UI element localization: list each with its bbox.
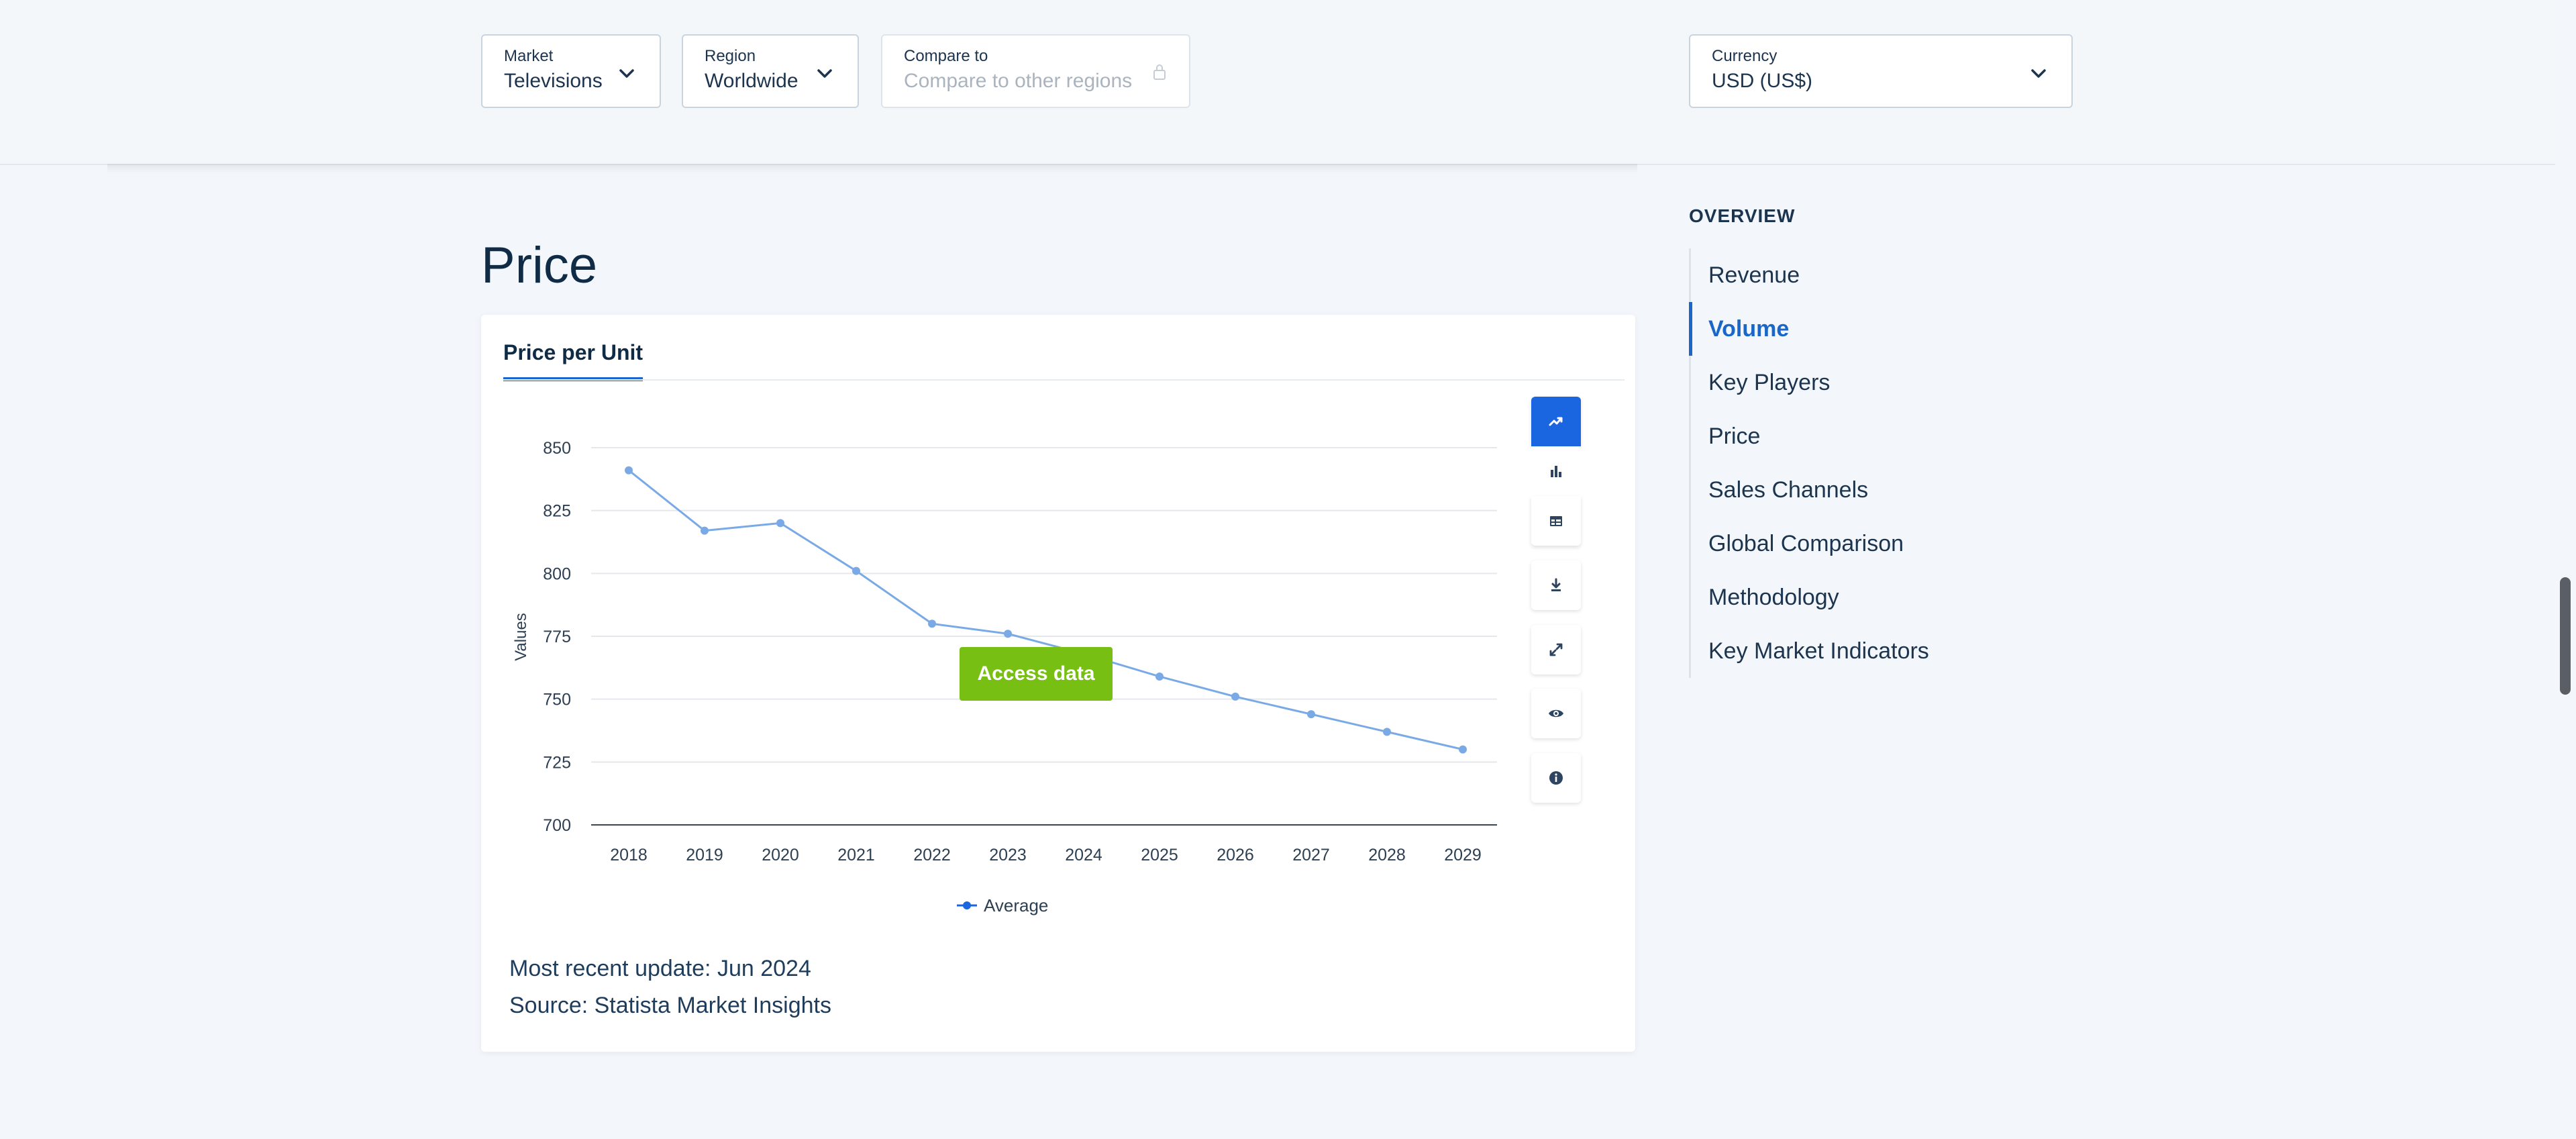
- tab-divider: [503, 379, 1625, 381]
- y-tick-label: 850: [543, 439, 571, 458]
- chart-card: Price per Unit 700 725 750 775 800 825 850 201…: [481, 315, 1635, 1052]
- series-line-average: [628, 469, 1463, 751]
- overview-nav: Revenue Volume Key Players Price Sales C…: [1689, 248, 2094, 678]
- x-tick-label: 2028: [1368, 846, 1406, 864]
- nav-item-sales-channels[interactable]: Sales Channels: [1708, 477, 1869, 503]
- region-label: Region: [705, 47, 756, 65]
- line-chart: 700 725 750 775 800 825 850 2018 2019 2020 2021 20…: [512, 439, 1497, 915]
- expand-icon: [1549, 643, 1563, 656]
- market-dropdown[interactable]: Market Televisions: [481, 34, 661, 108]
- data-point: [776, 519, 784, 528]
- eye-icon: [1549, 709, 1563, 717]
- nav-item-volume[interactable]: Volume: [1689, 302, 2094, 356]
- x-tick-label: 2026: [1217, 846, 1254, 864]
- nav-item-global-comparison[interactable]: Global Comparison: [1708, 531, 1904, 556]
- currency-label: Currency: [1712, 47, 1778, 65]
- access-data-button[interactable]: Access data: [960, 647, 1113, 701]
- source-info: Source: Statista Market Insights: [509, 993, 831, 1018]
- nav-item-revenue[interactable]: Revenue: [1708, 262, 1800, 288]
- line-chart-button[interactable]: [1531, 397, 1581, 446]
- x-tick-label: 2029: [1444, 846, 1482, 864]
- nav-item-methodology[interactable]: Methodology: [1708, 585, 1839, 610]
- market-value: Televisions: [504, 70, 603, 92]
- x-tick-label: 2020: [762, 846, 799, 864]
- line-chart-icon: [1549, 417, 1563, 426]
- x-tick-label: 2018: [610, 846, 648, 864]
- chevron-down-icon: [2031, 69, 2046, 78]
- x-tick-label: 2027: [1292, 846, 1330, 864]
- data-point: [1004, 630, 1012, 638]
- data-point: [1155, 672, 1164, 681]
- section-title: Price: [481, 237, 598, 294]
- y-axis-label: Values: [512, 613, 530, 661]
- x-tick-label: 2023: [989, 846, 1027, 864]
- currency-dropdown[interactable]: Currency USD (US$): [1689, 34, 2073, 108]
- y-tick-label: 825: [543, 502, 571, 521]
- data-point: [1383, 728, 1391, 736]
- chevron-down-icon: [817, 69, 832, 78]
- x-tick-label: 2019: [686, 846, 723, 864]
- x-tick-label: 2021: [837, 846, 875, 864]
- nav-item-key-players[interactable]: Key Players: [1708, 370, 1831, 395]
- compare-label: Compare to: [904, 47, 988, 65]
- bar-chart-icon: [1551, 466, 1561, 477]
- x-tick-label: 2024: [1065, 846, 1102, 864]
- overview-heading: OVERVIEW: [1689, 205, 1796, 226]
- data-point: [852, 566, 860, 575]
- data-point: [625, 466, 633, 475]
- legend-marker: [963, 901, 971, 909]
- chevron-down-icon: [619, 69, 634, 78]
- y-tick-label: 750: [543, 691, 571, 709]
- y-tick-label: 725: [543, 753, 571, 772]
- nav-item-key-market-indicators[interactable]: Key Market Indicators: [1708, 638, 1929, 664]
- data-point: [928, 620, 936, 628]
- currency-value: USD (US$): [1712, 70, 1813, 92]
- download-icon: [1551, 578, 1561, 591]
- market-label: Market: [504, 47, 554, 65]
- page-scrollbar[interactable]: [2560, 577, 2571, 695]
- data-point: [1307, 710, 1315, 719]
- compare-placeholder: Compare to other regions: [904, 70, 1133, 92]
- lock-icon: [1153, 64, 1166, 80]
- info-icon: [1549, 771, 1563, 785]
- preview-button[interactable]: [1531, 689, 1581, 738]
- legend-label: Average: [984, 895, 1048, 915]
- nav-item-price[interactable]: Price: [1708, 424, 1761, 449]
- info-button[interactable]: [1531, 753, 1581, 803]
- header-shadow: [107, 164, 1637, 173]
- y-tick-label: 775: [543, 628, 571, 646]
- data-point: [701, 526, 709, 535]
- y-tick-label: 800: [543, 564, 571, 583]
- x-tick-label: 2022: [913, 846, 951, 864]
- data-point: [1459, 745, 1467, 754]
- fullscreen-button[interactable]: [1531, 625, 1581, 675]
- x-tick-label: 2025: [1141, 846, 1178, 864]
- legend: Average: [957, 895, 1048, 915]
- data-point: [1231, 692, 1239, 701]
- table-icon: [1550, 516, 1562, 526]
- region-dropdown[interactable]: Region Worldwide: [682, 34, 859, 108]
- region-value: Worldwide: [705, 70, 798, 92]
- compare-dropdown[interactable]: Compare to Compare to other regions: [881, 34, 1190, 108]
- y-tick-label: 700: [543, 816, 571, 835]
- bar-chart-button[interactable]: [1531, 446, 1581, 496]
- download-button[interactable]: [1531, 560, 1581, 610]
- filter-bar: Market Televisions Region Worldwide Comp…: [0, 0, 2555, 165]
- update-info: Most recent update: Jun 2024: [509, 956, 811, 981]
- table-view-button[interactable]: [1531, 496, 1581, 546]
